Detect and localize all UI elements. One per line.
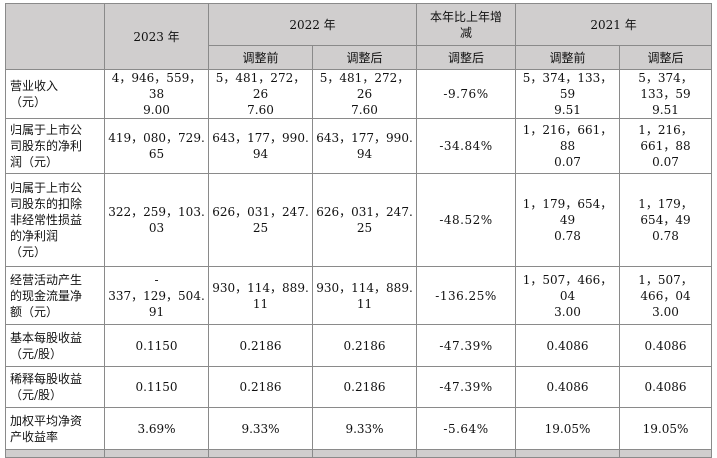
header-row-1: 2023 年 2022 年 本年比上年增 减 2021 年 [5,3,713,70]
year-2021-header: 2021 年 [515,3,713,46]
value-2021-after: 0.4086 [619,366,713,408]
value-change: -34.84% [416,118,517,174]
value-2022-before: 930，114，889. 11 [208,266,313,325]
value-2021-after: 5，374，133，59 9.51 [619,69,713,119]
header-2022-before: 调整前 [208,45,313,70]
value-2022-before: 9.33% [208,407,313,450]
value-2022-before: 5，481，272，26 7.60 [208,69,313,119]
value-2022-after: 930，114，889. 11 [311,266,418,325]
table-row: 加权平均净资 产收益率 3.69% 9.33% 9.33% -5.64% 19.… [5,407,713,450]
value-2022-after: 5，481，272，26 7.60 [311,69,418,119]
value-change: -47.39% [416,324,517,367]
value-change: -136.25% [416,266,517,325]
value-2023: 419，080，729. 65 [104,118,209,174]
value-2022-after: 9.33% [311,407,418,450]
table-row: 营业收入 （元） 4，946，559，38 9.00 5，481，272，26 … [5,69,713,119]
table-row: 归属于上市公 司股东的净利 润（元） 419，080，729. 65 643，1… [5,118,713,174]
row-label: 营业收入 （元） [5,69,105,119]
value-2022-before: 626，031，247. 25 [208,173,313,267]
cutoff-cell [208,449,313,458]
value-2021-before: 0.4086 [515,324,621,367]
value-2021-before: 0.4086 [515,366,621,408]
cutoff-cell [104,449,209,458]
value-2021-before: 1，216，661，88 0.07 [515,118,621,174]
value-2021-after: 1，179，654，49 0.78 [619,173,713,267]
cutoff-cell [515,449,621,458]
cutoff-cell [619,449,713,458]
year-2023-header: 2023 年 [104,3,209,70]
cutoff-cell [416,449,517,458]
value-2021-before: 19.05% [515,407,621,450]
financial-indicators-table: 2023 年 2022 年 本年比上年增 减 2021 年 调整前 调整后 调整… [5,3,713,458]
value-2023: 3.69% [104,407,209,450]
row-label: 归属于上市公 司股东的扣除 非经常性损益 的净利润 （元） [5,173,105,267]
value-2023: 0.1150 [104,366,209,408]
value-change: -48.52% [416,173,517,267]
value-2022-after: 626，031，247. 25 [311,173,418,267]
value-2023: 0.1150 [104,324,209,367]
cutoff-cell [311,449,418,458]
table-row: 稀释每股收益 （元/股） 0.1150 0.2186 0.2186 -47.39… [5,366,713,408]
value-2022-after: 0.2186 [311,366,418,408]
table-row: 经营活动产生 的现金流量净 额（元） - 337，129，504. 91 930… [5,266,713,325]
table-row: 基本每股收益 （元/股） 0.1150 0.2186 0.2186 -47.39… [5,324,713,367]
value-2023: 322，259，103. 03 [104,173,209,267]
header-row-2: 调整前 调整后 调整后 调整前 调整后 [6,45,713,70]
value-2021-before: 1，179，654，49 0.78 [515,173,621,267]
header-2022-after: 调整后 [311,45,418,70]
value-2023: - 337，129，504. 91 [104,266,209,325]
cutoff-cell [5,449,105,458]
header-2021-after: 调整后 [619,45,713,70]
value-2022-before: 0.2186 [208,324,313,367]
value-2021-after: 0.4086 [619,324,713,367]
change-header: 本年比上年增 减 [416,3,517,46]
value-change: -9.76% [416,69,517,119]
row-label: 稀释每股收益 （元/股） [5,366,105,408]
value-2022-after: 0.2186 [311,324,418,367]
value-2021-after: 1，507，466，04 3.00 [619,266,713,325]
value-2021-before: 5，374，133，59 9.51 [515,69,621,119]
value-2021-after: 19.05% [619,407,713,450]
table-row: 归属于上市公 司股东的扣除 非经常性损益 的净利润 （元） 322，259，10… [5,173,713,267]
row-label: 加权平均净资 产收益率 [5,407,105,450]
header-2021-before: 调整前 [515,45,621,70]
value-change: -47.39% [416,366,517,408]
value-2022-after: 643，177，990. 94 [311,118,418,174]
row-label: 基本每股收益 （元/股） [5,324,105,367]
value-2023: 4，946，559，38 9.00 [104,69,209,119]
row-label: 经营活动产生 的现金流量净 额（元） [5,266,105,325]
value-2022-before: 643，177，990. 94 [208,118,313,174]
table-row-cutoff [5,449,713,458]
corner-header-cell [5,3,105,70]
value-2021-before: 1，507，466，04 3.00 [515,266,621,325]
row-label: 归属于上市公 司股东的净利 润（元） [5,118,105,174]
value-change: -5.64% [416,407,517,450]
value-2021-after: 1，216，661，88 0.07 [619,118,713,174]
value-2022-before: 0.2186 [208,366,313,408]
header-change-after: 调整后 [416,45,517,70]
year-2022-header: 2022 年 [207,3,418,46]
